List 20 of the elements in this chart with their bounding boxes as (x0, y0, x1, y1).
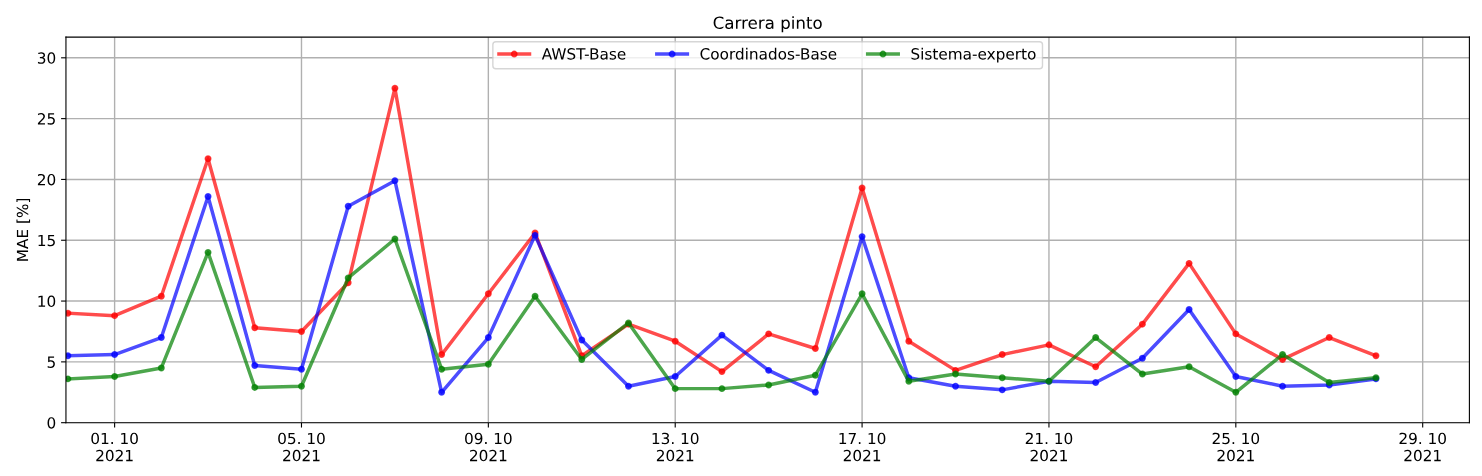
x-tick-label: 21. 10 2021 (1025, 432, 1073, 462)
y-tick-label: 5 (47, 356, 55, 368)
y-tick-label: 0 (47, 417, 56, 429)
legend-label: Sistema-experto (911, 47, 1036, 63)
legend-label: Coordinados-Base (700, 47, 837, 60)
x-tick-label: 13. 10 2021 (652, 432, 699, 462)
x-tick-label: 05. 10 2021 (278, 432, 325, 462)
y-axis-title: MAE [%] (16, 198, 31, 261)
y-tick-label: 20 (37, 173, 56, 186)
x-tick-label: 01. 10 2021 (91, 432, 138, 462)
y-tick-label: 15 (38, 234, 55, 247)
x-tick-label: 09. 10 2021 (465, 432, 512, 462)
x-tick-label: 25. 10 2021 (1212, 432, 1260, 462)
y-tick-label: 25 (37, 113, 55, 125)
chart-title: Carrera pinto (713, 16, 822, 33)
legend-label: AWST-Base (541, 48, 626, 60)
y-tick-label: 30 (37, 52, 56, 64)
y-tick-label: 10 (38, 295, 56, 308)
x-tick-label: 17. 10 2021 (839, 432, 886, 462)
x-tick-label: 29. 10 2021 (1399, 432, 1446, 462)
